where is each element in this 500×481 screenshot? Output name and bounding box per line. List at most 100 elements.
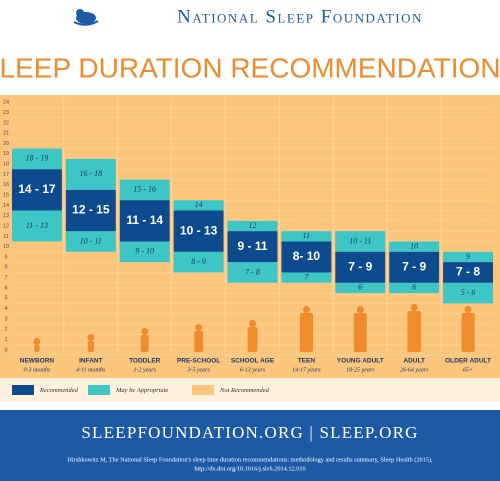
silhouette <box>461 313 475 352</box>
appropriate-bar <box>12 210 62 242</box>
y-tick-label: 6 <box>4 285 7 291</box>
y-tick-label: 5 <box>4 296 7 302</box>
recommended-label: 12 - 15 <box>72 203 110 217</box>
appropriate-bar <box>443 282 493 304</box>
appropriate-label: 14 <box>195 200 203 209</box>
recommended-label: 10 - 13 <box>180 223 218 237</box>
category-label: PRE-SCHOOL <box>177 358 220 365</box>
category-label: SCHOOL AGE <box>231 358 275 365</box>
appropriate-bar <box>335 282 386 294</box>
silhouette <box>407 311 421 352</box>
recommended-bar <box>65 189 116 232</box>
y-tick-label: 10 <box>3 244 9 250</box>
appropriate-bar <box>281 272 332 283</box>
y-tick-label: 9 <box>4 254 7 260</box>
appropriate-bar <box>173 251 224 273</box>
appropriate-bar <box>227 220 278 232</box>
appropriate-bar <box>119 241 170 263</box>
category-label: ADULT <box>403 358 425 365</box>
y-tick-label: 21 <box>3 131 9 137</box>
age-label: 18-25 years <box>346 367 375 373</box>
silhouette <box>464 306 472 313</box>
recommended-bar <box>12 169 62 211</box>
appropriate-label: 10 <box>410 241 418 250</box>
y-tick-label: 8 <box>4 265 7 271</box>
silhouette <box>87 334 95 341</box>
y-tick-label: 12 <box>3 223 9 229</box>
silhouette <box>195 324 203 331</box>
logo <box>73 9 99 26</box>
silhouette <box>194 331 203 352</box>
age-label: 0-3 months <box>24 367 51 373</box>
age-label: 1-2 years <box>133 367 156 373</box>
legend-label: Recommended <box>39 387 79 394</box>
organization: National Sleep Foundation <box>177 6 423 27</box>
appropriate-label: 6 <box>358 283 362 292</box>
footer-background <box>0 410 500 481</box>
y-tick-label: 11 <box>3 234 9 240</box>
silhouette <box>33 338 41 345</box>
appropriate-label: 9 - 10 <box>135 247 154 256</box>
y-tick-label: 13 <box>3 213 9 219</box>
citation: Hirshkowitz M, The National Sleep Founda… <box>67 456 433 463</box>
recommended-bar <box>281 241 332 273</box>
silhouette <box>299 313 313 352</box>
legend-swatch <box>12 385 34 395</box>
legend-swatch <box>88 385 110 395</box>
citation: http://dx.doi.org/10.1016/j.sleh.2014.12… <box>194 465 305 472</box>
appropriate-label: 12 <box>249 221 257 230</box>
appropriate-label: 16 - 18 <box>79 169 102 178</box>
y-tick-label: 3 <box>4 316 7 322</box>
y-tick-label: 17 <box>3 172 9 178</box>
recommended-bar <box>173 210 224 252</box>
silhouette <box>356 306 364 313</box>
recommended-label: 11 - 14 <box>126 213 163 227</box>
category-label: TEEN <box>298 358 316 365</box>
appropriate-bar <box>65 158 116 190</box>
category-label: TODDLER <box>129 358 161 365</box>
y-tick-label: 4 <box>4 306 7 312</box>
category-label: NEWBORN <box>20 358 55 365</box>
appropriate-bar <box>12 148 62 170</box>
category-label: OLDER ADULT <box>445 358 491 365</box>
appropriate-label: 7 - 8 <box>245 267 260 276</box>
appropriate-label: 10 - 11 <box>80 236 102 245</box>
recommended-label: 14 - 17 <box>18 182 56 196</box>
appropriate-bar <box>335 231 386 252</box>
age-label: 4-11 months <box>76 366 106 373</box>
recommended-bar <box>335 251 386 283</box>
appropriate-label: 9 <box>466 252 470 261</box>
recommended-label: 7 - 9 <box>402 259 426 273</box>
y-tick-label: 15 <box>3 192 9 198</box>
silhouette <box>34 345 40 352</box>
category-label: INFANT <box>79 358 103 365</box>
appropriate-label: 15 - 16 <box>133 185 156 194</box>
y-tick-label: 20 <box>3 141 9 147</box>
footer-links: SLEEPFOUNDATION.ORG | SLEEP.ORG <box>81 423 418 442</box>
silhouette <box>353 313 367 352</box>
recommended-label: 9 - 11 <box>237 239 267 253</box>
y-tick-label: 2 <box>4 327 7 333</box>
silhouette <box>87 341 94 352</box>
silhouette <box>410 304 418 311</box>
silhouette <box>247 327 258 352</box>
y-tick-label: 23 <box>3 110 9 116</box>
appropriate-bar <box>443 251 493 263</box>
appropriate-label: 6 <box>412 283 416 292</box>
appropriate-label: 8 - 9 <box>191 257 206 266</box>
appropriate-label: 7 <box>304 272 309 281</box>
appropriate-label: 5 - 6 <box>461 288 476 297</box>
recommended-bar <box>389 251 440 283</box>
appropriate-label: 10 - 11 <box>349 236 371 245</box>
appropriate-bar <box>227 262 278 283</box>
y-tick-label: 14 <box>3 203 9 209</box>
appropriate-label: 11 <box>303 231 310 240</box>
age-label: 6-13 years <box>240 367 266 373</box>
legend-label: May be Appropriate <box>115 387 168 394</box>
chart-title: SLEEP DURATION RECOMMENDATIONS <box>0 52 500 83</box>
appropriate-label: 11 - 13 <box>26 221 48 230</box>
y-tick-label: 22 <box>3 120 9 126</box>
appropriate-bar <box>173 200 224 211</box>
recommended-label: 7 - 8 <box>456 265 480 279</box>
